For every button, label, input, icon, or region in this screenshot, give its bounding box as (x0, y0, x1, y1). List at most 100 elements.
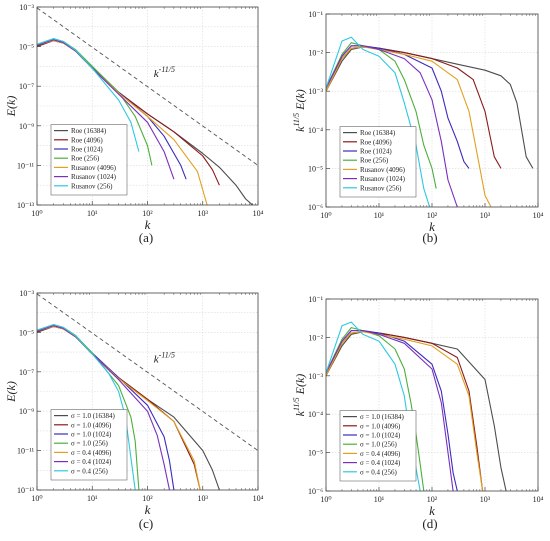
y-tick-label: 10⁻⁷ (19, 368, 34, 377)
series-line-4 (326, 327, 425, 491)
legend-box (339, 126, 417, 198)
y-tick-label: 10⁻⁵ (308, 164, 323, 173)
legend-label: σ = 0.4 (256) (360, 468, 398, 476)
legend: σ = 1.0 (16384)σ = 1.0 (4096) σ = 1.0 (10… (50, 409, 128, 481)
series-line-5 (326, 46, 492, 207)
legend-label: σ = 1.0 (16384) (360, 413, 405, 421)
reference-slope-line (37, 7, 258, 166)
x-tick-label: 10¹ (87, 209, 98, 218)
panel-label: (b) (422, 230, 437, 245)
legend-label: σ = 1.0 (256) (71, 440, 109, 448)
legend-label: Rusanov (1024) (71, 173, 117, 181)
legend: σ = 1.0 (16384)σ = 1.0 (4096) σ = 1.0 (10… (339, 410, 417, 482)
x-tick-label: 10⁰ (320, 495, 331, 504)
x-tick-label: 10² (427, 495, 438, 504)
y-tick-label: 10⁻¹¹ (17, 161, 35, 170)
x-tick-label: 10⁰ (31, 209, 42, 218)
legend-label: σ = 0.4 (256) (71, 467, 109, 475)
x-tick-label: 10⁴ (253, 209, 264, 218)
y-axis-label-tail: E(k) (293, 89, 307, 113)
x-axis-label: k (145, 502, 151, 517)
y-axis-label: k11/5 E(k) (292, 89, 307, 132)
legend-label: σ = 0.4 (4096) (360, 450, 401, 458)
y-tick-label: 10⁻¹¹ (17, 447, 35, 456)
legend-label: σ = 0.4 (1024) (360, 459, 401, 467)
legend-label: σ = 1.0 (4096) (71, 421, 112, 429)
y-tick-label: 10⁻³ (308, 87, 323, 96)
legend-label: σ = 1.0 (1024) (71, 431, 112, 439)
reference-slope-exponent: -11/5 (159, 65, 175, 74)
x-tick-label: 10⁴ (253, 494, 264, 503)
legend-label: Rusanov (4096) (71, 164, 117, 172)
chart-panel-b: 10⁰ 10¹ 10² 10³ 10⁴ 10⁻⁶ 10⁻⁵ 10⁻⁴ 10⁻³ 10⁻² 10⁻¹ k… (292, 10, 544, 245)
y-tick-label: 10⁻³ (19, 3, 34, 12)
x-tick-label: 10⁰ (31, 494, 42, 503)
y-axis-label-tail: E(k) (293, 374, 307, 398)
series-line-7 (326, 36, 431, 207)
x-axis-label: k (145, 217, 151, 232)
y-axis-label: E(k) (4, 381, 18, 403)
x-tick-label: 10¹ (374, 495, 385, 504)
reference-slope-exponent: -11/5 (159, 350, 175, 359)
y-tick-label: 10⁻⁵ (19, 43, 34, 52)
x-tick-label: 10³ (480, 495, 491, 504)
legend-label: Rusanov (256) (71, 182, 113, 190)
x-tick-label: 10² (142, 494, 153, 503)
y-tick-label: 10⁻¹ (308, 10, 323, 19)
y-tick-label: 10⁻⁴ (308, 410, 323, 419)
legend-label: Rusanov (256) (360, 184, 402, 192)
legend-label: σ = 1.0 (16384) (71, 412, 116, 420)
x-tick-label: 10⁴ (533, 211, 544, 220)
legend-box (50, 124, 128, 196)
legend-label: Roe (1024) (360, 148, 392, 156)
legend-label: Roe (16384) (71, 127, 107, 135)
panel-label: (d) (422, 516, 437, 531)
reference-slope-line (37, 293, 258, 451)
legend-box (339, 410, 417, 482)
panel-label: (c) (139, 516, 153, 531)
y-axis-label-exponent: 11/5 (292, 397, 301, 411)
reference-slope-label: k-11/5 (154, 65, 175, 80)
legend: Roe (16384)Roe (4096) Roe (1024)Roe (256)… (50, 124, 128, 196)
y-tick-label: 10⁻⁶ (308, 487, 323, 496)
legend-label: σ = 0.4 (1024) (71, 458, 112, 466)
x-tick-label: 10⁰ (320, 211, 331, 220)
legend-label: Roe (4096) (71, 136, 103, 144)
y-axis-label-exponent: 11/5 (292, 113, 301, 127)
y-tick-label: 10⁻⁷ (19, 82, 34, 91)
y-tick-label: 10⁻¹³ (17, 201, 35, 210)
x-tick-label: 10¹ (374, 211, 385, 220)
y-tick-label: 10⁻¹ (308, 295, 323, 304)
x-tick-label: 10² (142, 209, 153, 218)
x-axis-label: k (429, 219, 435, 234)
reference-slope-label: k-11/5 (154, 350, 175, 365)
legend-label: Roe (16384) (360, 129, 396, 137)
y-tick-label: 10⁻⁵ (308, 449, 323, 458)
x-tick-label: 10² (427, 211, 438, 220)
legend-label: Rusanov (1024) (360, 175, 406, 183)
y-tick-label: 10⁻³ (19, 289, 34, 298)
y-tick-label: 10⁻⁹ (19, 122, 34, 131)
legend: Roe (16384)Roe (4096) Roe (1024)Roe (256)… (339, 126, 417, 198)
panel-label: (a) (139, 230, 153, 245)
legend-label: Roe (1024) (71, 146, 103, 154)
y-tick-label: 10⁻⁵ (19, 328, 34, 337)
x-tick-label: 10³ (198, 209, 209, 218)
x-tick-label: 10⁴ (533, 495, 544, 504)
series-line-4 (326, 42, 437, 189)
legend-label: Roe (4096) (360, 138, 392, 146)
legend-label: Roe (256) (71, 155, 100, 163)
legend-label: σ = 1.0 (4096) (360, 422, 401, 430)
x-tick-label: 10¹ (87, 494, 98, 503)
legend-label: Roe (256) (360, 157, 389, 165)
y-tick-label: 10⁻² (308, 49, 323, 58)
chart-panel-d: 10⁰ 10¹ 10² 10³ 10⁴ 10⁻⁶ 10⁻⁵ 10⁻⁴ 10⁻³ 10⁻² 10⁻¹ k… (292, 295, 544, 531)
x-axis-label: k (429, 503, 435, 518)
y-tick-label: 10⁻¹³ (17, 486, 35, 495)
y-tick-label: 10⁻² (308, 333, 323, 342)
series-line-1 (326, 46, 534, 169)
legend-label: Rusanov (4096) (360, 166, 406, 174)
